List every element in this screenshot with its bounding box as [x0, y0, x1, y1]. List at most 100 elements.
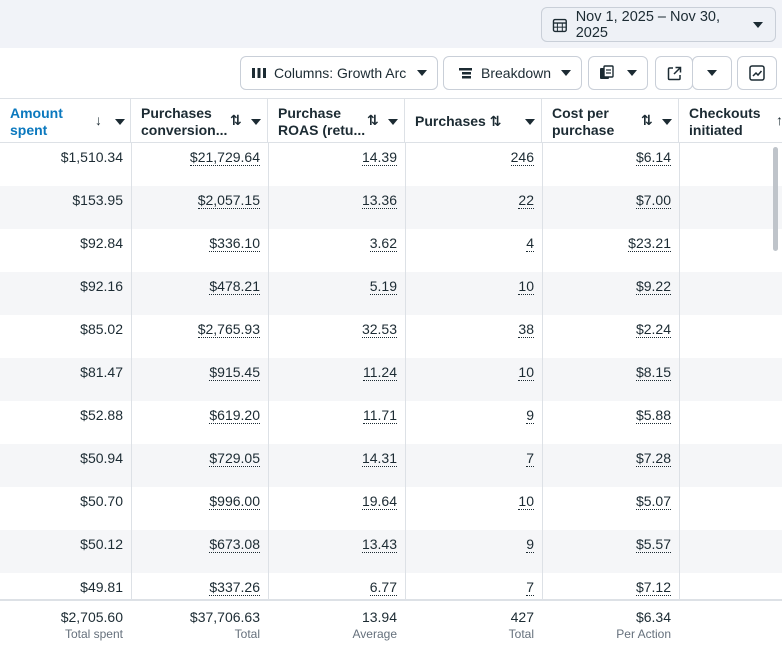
- table-cell[interactable]: $23.21: [542, 229, 679, 272]
- cell-value: 13.36: [361, 192, 397, 209]
- column-divider: [405, 143, 406, 667]
- charts-button[interactable]: [737, 56, 777, 90]
- table-cell[interactable]: 10: [405, 487, 542, 530]
- column-header-label: Cost per purchase: [552, 105, 615, 138]
- column-header-purchase-roas[interactable]: Purchase ROAS (retu... ⇅: [268, 99, 405, 143]
- column-header-amount-spent[interactable]: Amount spent ↓: [0, 99, 131, 143]
- chevron-down-icon: [561, 70, 571, 76]
- sort-icon[interactable]: ⇅: [641, 112, 653, 128]
- sort-icon[interactable]: ⇅: [367, 112, 379, 128]
- table-cell[interactable]: $996.00: [131, 487, 268, 530]
- table-row[interactable]: $92.16 $478.21 5.19 10 $9.22: [0, 272, 782, 315]
- date-range-picker[interactable]: Nov 1, 2025 – Nov 30, 2025: [541, 7, 776, 42]
- table-cell[interactable]: $619.20: [131, 401, 268, 444]
- cell-value: $49.81: [80, 579, 123, 595]
- table-cell[interactable]: $7.00: [542, 186, 679, 229]
- table-row[interactable]: $52.88 $619.20 11.71 9 $5.88: [0, 401, 782, 444]
- table-cell[interactable]: 4: [405, 229, 542, 272]
- total-label: Per Action: [616, 627, 671, 641]
- total-cell: $2,705.60 Total spent: [0, 608, 131, 643]
- reports-button[interactable]: [588, 56, 648, 90]
- vertical-scrollbar[interactable]: [773, 147, 778, 251]
- table-row[interactable]: $50.94 $729.05 14.31 7 $7.28: [0, 444, 782, 487]
- cell-value: $1,510.34: [60, 149, 123, 165]
- table-cell[interactable]: $2,057.15: [131, 186, 268, 229]
- chevron-down-icon[interactable]: [251, 119, 261, 125]
- table-cell[interactable]: 32.53: [268, 315, 405, 358]
- table-row[interactable]: $153.95 $2,057.15 13.36 22 $7.00: [0, 186, 782, 229]
- table-cell[interactable]: 9: [405, 530, 542, 573]
- table-cell[interactable]: 22: [405, 186, 542, 229]
- table-cell[interactable]: 11.24: [268, 358, 405, 401]
- sort-descending-icon[interactable]: ↓: [95, 112, 102, 128]
- table-cell[interactable]: $6.14: [542, 143, 679, 186]
- table-cell: $52.88: [0, 401, 131, 444]
- table-cell[interactable]: $7.12: [542, 573, 679, 599]
- table-row[interactable]: $81.47 $915.45 11.24 10 $8.15: [0, 358, 782, 401]
- sort-icon[interactable]: ⇅: [230, 112, 242, 128]
- table-cell[interactable]: 10: [405, 272, 542, 315]
- table-row[interactable]: $1,510.34 $21,729.64 14.39 246 $6.14: [0, 143, 782, 186]
- table-cell[interactable]: 13.43: [268, 530, 405, 573]
- table-cell[interactable]: $915.45: [131, 358, 268, 401]
- cell-value: $619.20: [209, 407, 260, 424]
- table-row[interactable]: $50.12 $673.08 13.43 9 $5.57: [0, 530, 782, 573]
- table-cell[interactable]: 38: [405, 315, 542, 358]
- table-cell: $1,510.34: [0, 143, 131, 186]
- chevron-down-icon[interactable]: [115, 119, 125, 125]
- table-cell[interactable]: $478.21: [131, 272, 268, 315]
- cell-value: $5.88: [635, 407, 671, 424]
- toolbar: Columns: Growth Arc Breakdown: [0, 48, 782, 98]
- table-cell[interactable]: 19.64: [268, 487, 405, 530]
- table-row[interactable]: $49.81 $337.26 6.77 7 $7.12: [0, 573, 782, 599]
- column-header-checkouts-initiated[interactable]: Checkouts initiated ↑: [679, 99, 782, 143]
- column-header-cost-per-purchase[interactable]: Cost per purchase ⇅: [542, 99, 679, 143]
- table-cell[interactable]: $2,765.93: [131, 315, 268, 358]
- table-cell[interactable]: $7.28: [542, 444, 679, 487]
- table-cell[interactable]: 13.36: [268, 186, 405, 229]
- table-row[interactable]: $85.02 $2,765.93 32.53 38 $2.24: [0, 315, 782, 358]
- cell-value: $673.08: [209, 536, 260, 553]
- export-button[interactable]: [655, 56, 693, 90]
- table-cell[interactable]: $21,729.64: [131, 143, 268, 186]
- table-cell[interactable]: $729.05: [131, 444, 268, 487]
- table-cell[interactable]: $337.26: [131, 573, 268, 599]
- columns-button[interactable]: Columns: Growth Arc: [240, 56, 438, 90]
- cell-value: $7.28: [635, 450, 671, 467]
- table-cell[interactable]: $5.88: [542, 401, 679, 444]
- column-header-purchases-conversion-value[interactable]: Purchases conversion... ⇅: [131, 99, 268, 143]
- chevron-down-icon[interactable]: [388, 119, 398, 125]
- cell-value: $50.12: [80, 536, 123, 552]
- column-header-purchases[interactable]: Purchases ⇅: [405, 99, 542, 143]
- table-cell[interactable]: 10: [405, 358, 542, 401]
- table-cell[interactable]: $8.15: [542, 358, 679, 401]
- table-row[interactable]: $50.70 $996.00 19.64 10 $5.07: [0, 487, 782, 530]
- table-cell[interactable]: 11.71: [268, 401, 405, 444]
- table-cell[interactable]: 5.19: [268, 272, 405, 315]
- table-cell[interactable]: 7: [405, 573, 542, 599]
- table-cell[interactable]: 3.62: [268, 229, 405, 272]
- breakdown-button[interactable]: Breakdown: [443, 56, 582, 90]
- table-cell[interactable]: 14.39: [268, 143, 405, 186]
- export-dropdown-button[interactable]: [692, 56, 732, 90]
- table-cell[interactable]: $5.57: [542, 530, 679, 573]
- chevron-down-icon[interactable]: [525, 119, 535, 125]
- table-cell[interactable]: 14.31: [268, 444, 405, 487]
- table-row[interactable]: $92.84 $336.10 3.62 4 $23.21: [0, 229, 782, 272]
- cell-value: $996.00: [209, 493, 260, 510]
- table-cell[interactable]: $673.08: [131, 530, 268, 573]
- export-icon: [667, 66, 681, 80]
- top-bar: Nov 1, 2025 – Nov 30, 2025: [0, 0, 782, 48]
- cell-value: 14.31: [361, 450, 397, 467]
- table-cell[interactable]: $9.22: [542, 272, 679, 315]
- table-cell[interactable]: 246: [405, 143, 542, 186]
- chevron-down-icon[interactable]: [662, 119, 672, 125]
- chart-icon: [749, 65, 765, 81]
- sort-icon[interactable]: ↑: [776, 112, 782, 128]
- table-cell[interactable]: $2.24: [542, 315, 679, 358]
- table-cell[interactable]: 7: [405, 444, 542, 487]
- table-cell[interactable]: 6.77: [268, 573, 405, 599]
- table-cell[interactable]: $5.07: [542, 487, 679, 530]
- table-cell[interactable]: $336.10: [131, 229, 268, 272]
- table-cell[interactable]: 9: [405, 401, 542, 444]
